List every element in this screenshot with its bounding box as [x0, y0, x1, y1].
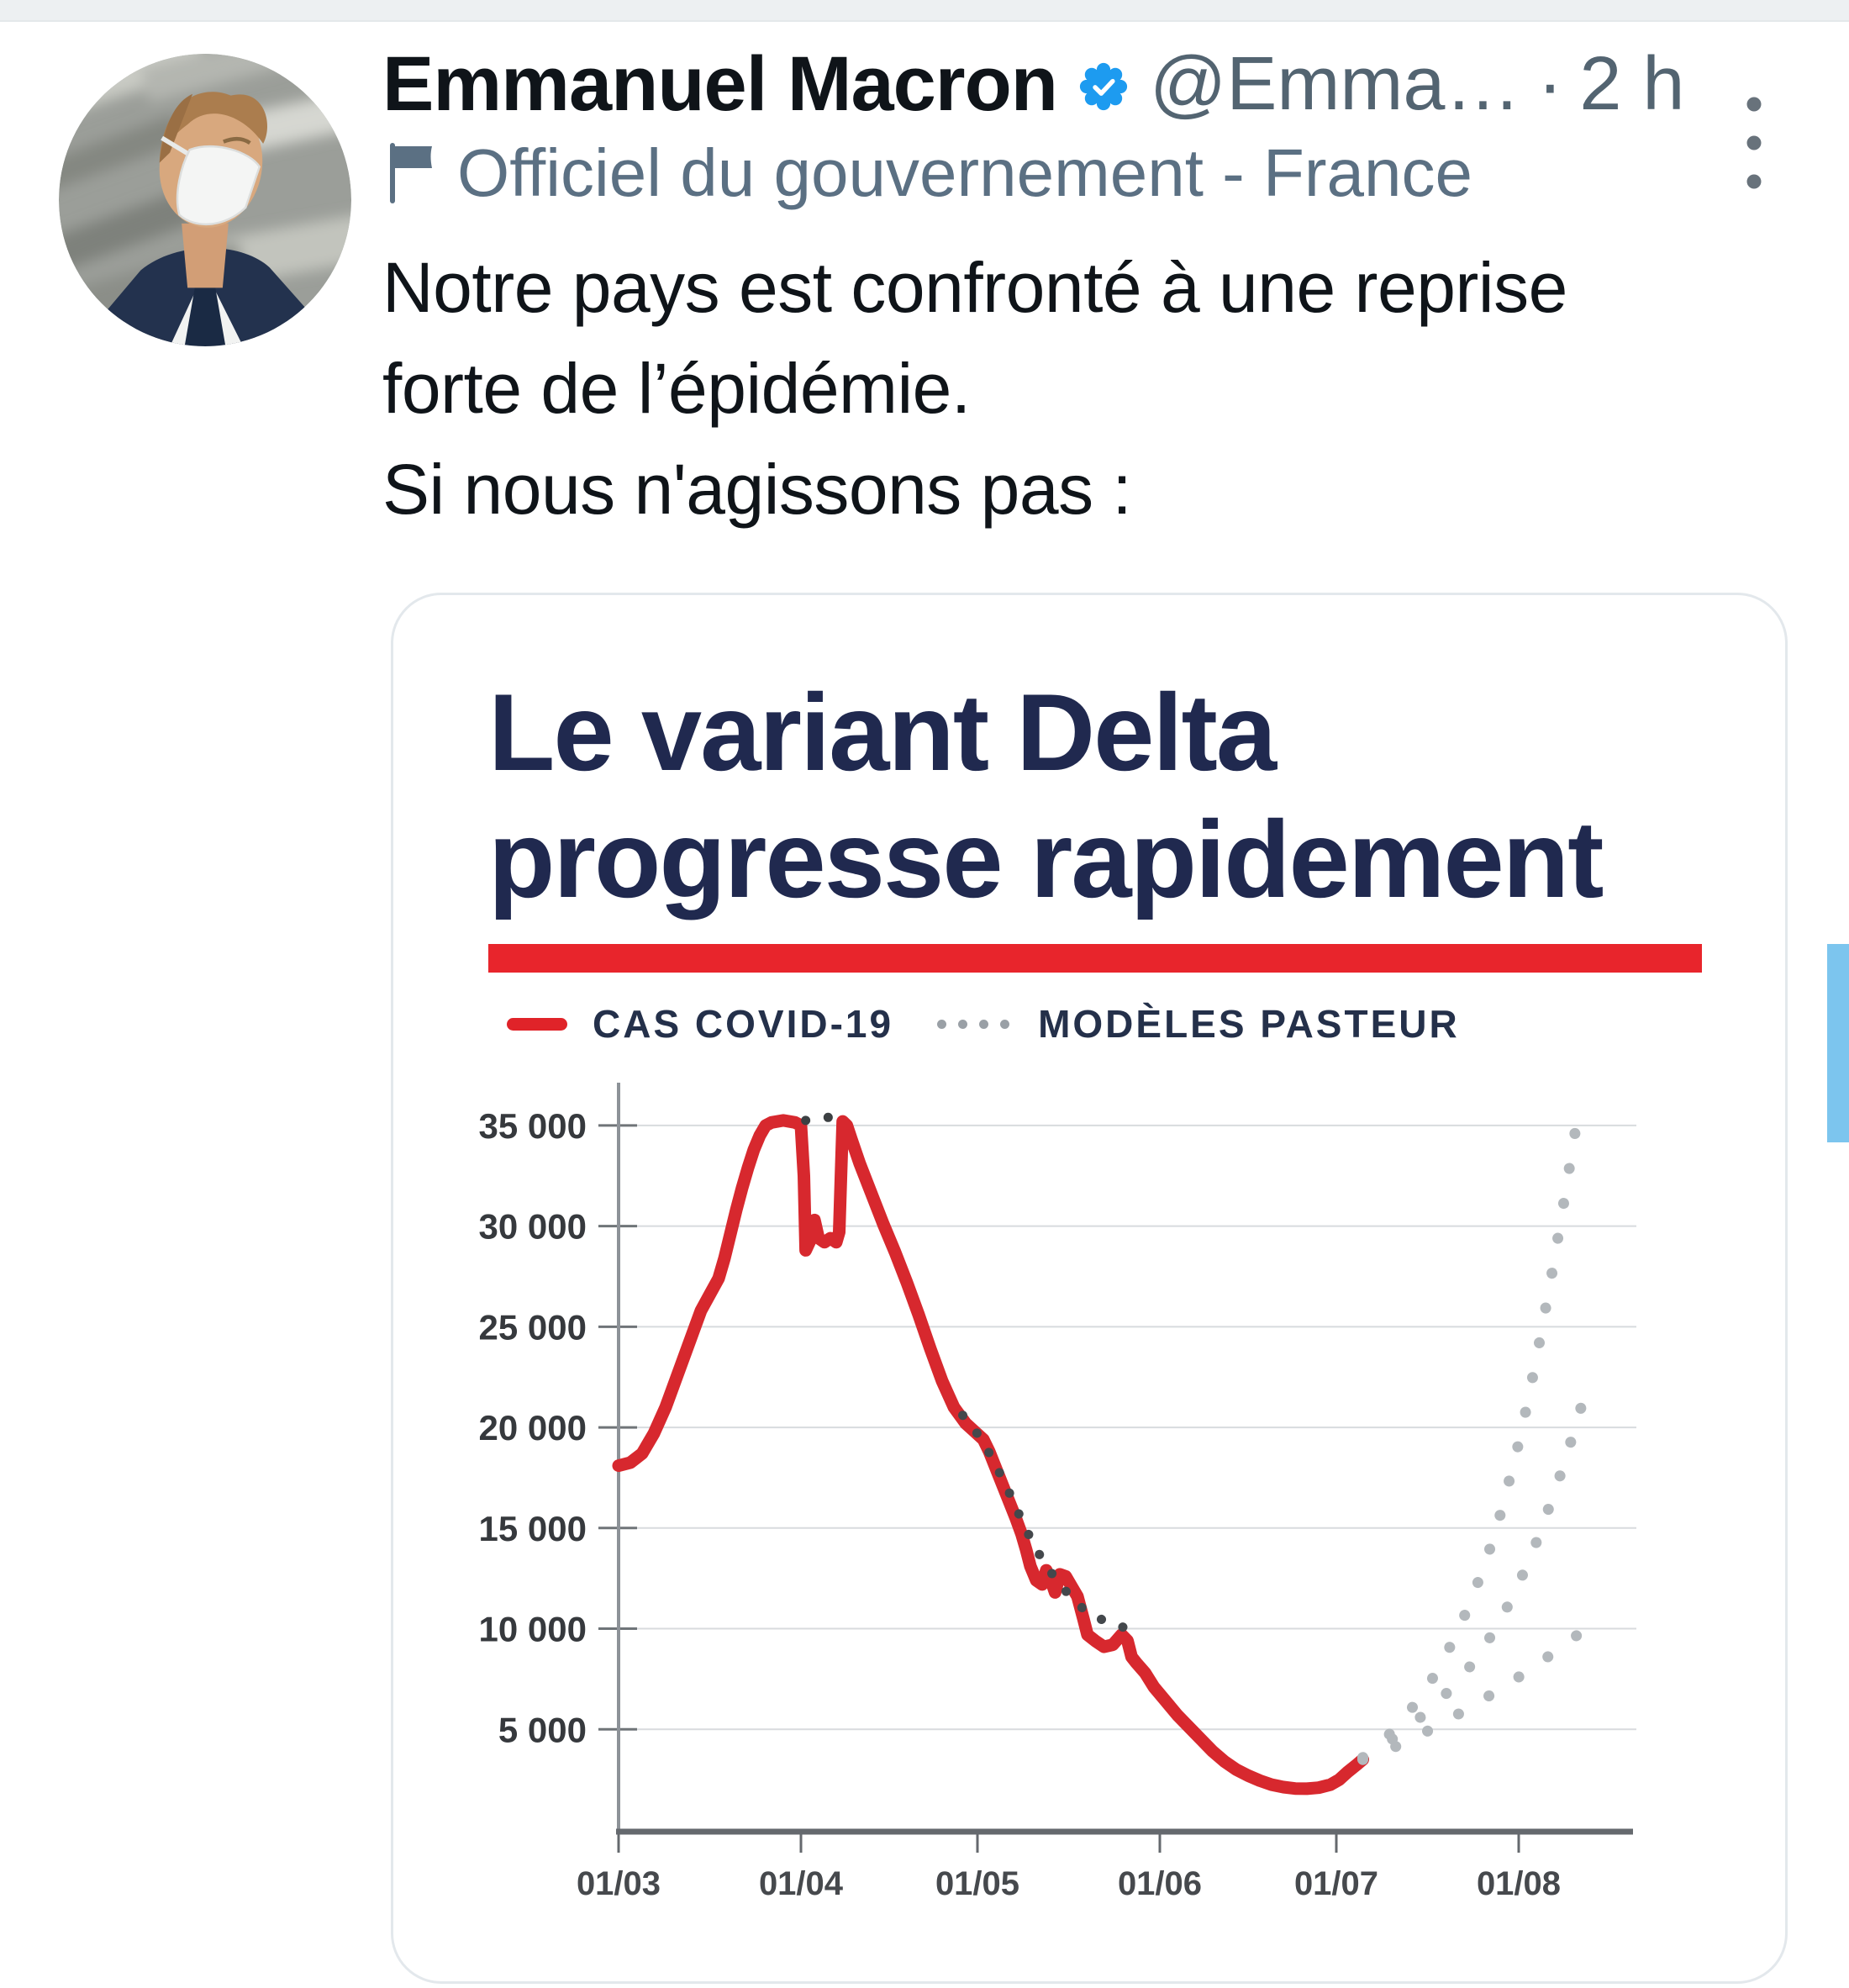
timestamp[interactable]: 2 h	[1579, 41, 1685, 126]
title-underline-bar	[488, 944, 1702, 973]
chart-legend: CAS COVID-19 MODÈLES PASTEUR	[507, 999, 1460, 1049]
avatar[interactable]	[59, 54, 351, 346]
legend-dots-marker	[937, 1019, 1010, 1029]
avatar-photo	[59, 54, 351, 346]
status-bar-strip	[0, 0, 1849, 22]
government-label-row: Officiel du gouvernement - France	[385, 133, 1646, 214]
legend-label-models: MODÈLES PASTEUR	[1038, 1002, 1460, 1046]
tweet-text-line: Notre pays est confronté à une reprise	[382, 248, 1567, 327]
tweet-text-line: Si nous n'agissons pas :	[382, 450, 1132, 529]
more-menu-icon[interactable]	[1741, 94, 1767, 197]
media-card[interactable]: Le variant Delta progresse rapidement CA…	[391, 593, 1788, 1984]
tweet-text: Notre pays est confronté à une reprise f…	[382, 237, 1694, 540]
tweet-header: Emmanuel Macron @Emma… · 2 h	[382, 40, 1744, 128]
chart-title-line: progresse rapidement	[488, 798, 1604, 920]
chart-title: Le variant Delta progresse rapidement	[488, 669, 1604, 923]
verified-badge-icon	[1079, 62, 1128, 111]
tweet-text-line: forte de l’épidémie.	[382, 349, 971, 428]
separator-dot: ·	[1537, 41, 1563, 126]
legend-red-line-marker	[507, 1017, 567, 1031]
flag-icon	[390, 143, 432, 203]
scrollbar-thumb[interactable]	[1827, 944, 1849, 1142]
legend-label-cases: CAS COVID-19	[593, 1002, 894, 1046]
author-handle[interactable]: @Emma…	[1149, 41, 1521, 126]
author-name[interactable]: Emmanuel Macron	[382, 40, 1058, 127]
chart-title-line: Le variant Delta	[488, 671, 1277, 794]
government-label: Officiel du gouvernement - France	[457, 135, 1473, 210]
